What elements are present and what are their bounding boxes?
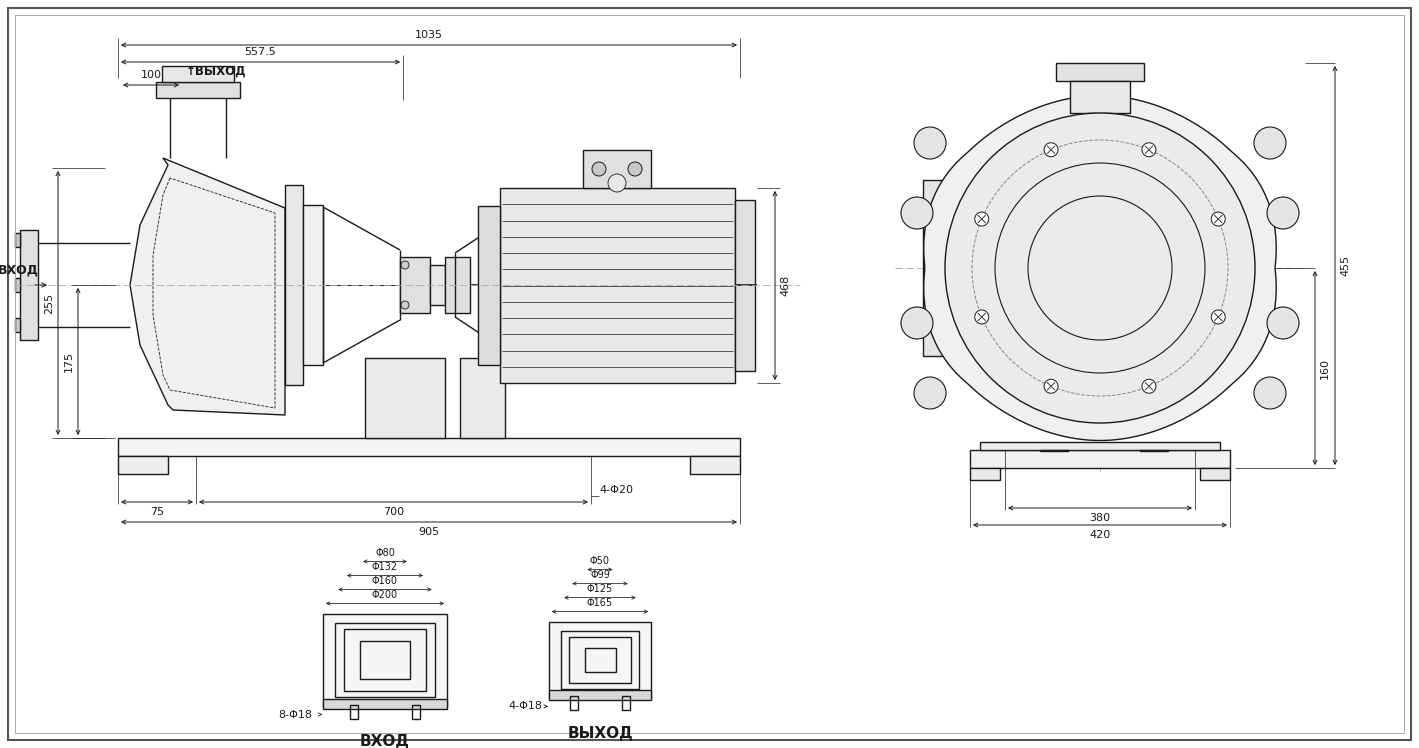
Text: Φ132: Φ132 — [372, 562, 399, 571]
Text: Φ80: Φ80 — [375, 548, 394, 557]
Text: ↑ВЫХОД: ↑ВЫХОД — [186, 65, 247, 78]
Bar — [735, 200, 755, 371]
Circle shape — [1142, 143, 1156, 157]
Bar — [400, 257, 430, 313]
Circle shape — [1212, 212, 1225, 226]
Bar — [446, 257, 470, 313]
Bar — [1056, 63, 1144, 81]
Circle shape — [1142, 379, 1156, 393]
Bar — [118, 438, 739, 456]
Bar — [1040, 450, 1069, 451]
Bar — [585, 649, 616, 672]
Bar — [690, 456, 739, 474]
Bar — [16, 318, 20, 332]
Text: Φ160: Φ160 — [372, 575, 397, 586]
Circle shape — [402, 261, 409, 269]
Bar — [922, 180, 975, 356]
Circle shape — [914, 127, 946, 159]
Text: 100: 100 — [140, 70, 162, 80]
Text: 255: 255 — [44, 292, 54, 313]
Bar — [549, 690, 651, 700]
Bar — [156, 82, 240, 98]
Text: 380: 380 — [1090, 513, 1111, 523]
Bar — [549, 622, 651, 699]
Bar — [16, 278, 20, 292]
Bar — [324, 699, 447, 708]
Bar — [335, 623, 434, 697]
Circle shape — [402, 301, 409, 309]
Text: 1035: 1035 — [414, 30, 443, 40]
Text: 455: 455 — [1340, 255, 1349, 276]
Circle shape — [592, 162, 606, 176]
Circle shape — [1267, 197, 1298, 229]
Circle shape — [1212, 310, 1225, 324]
Bar — [1070, 81, 1130, 113]
Circle shape — [975, 212, 989, 226]
Bar — [360, 641, 410, 678]
Circle shape — [629, 162, 641, 176]
Text: ВХОД: ВХОД — [360, 734, 410, 748]
Circle shape — [607, 174, 626, 192]
Bar — [118, 456, 167, 474]
Text: Φ99: Φ99 — [590, 570, 610, 580]
Text: 420: 420 — [1090, 530, 1111, 540]
Bar — [569, 637, 630, 683]
Text: Φ125: Φ125 — [587, 583, 613, 594]
Text: 4-Φ18: 4-Φ18 — [509, 702, 543, 711]
Circle shape — [1254, 127, 1286, 159]
Bar — [971, 450, 1230, 468]
Bar — [430, 265, 446, 305]
Circle shape — [1254, 377, 1286, 409]
Circle shape — [901, 197, 934, 229]
Text: 160: 160 — [1320, 358, 1330, 378]
Text: Φ200: Φ200 — [372, 589, 399, 599]
Text: 4-Φ20: 4-Φ20 — [599, 485, 633, 495]
Bar — [583, 150, 651, 188]
Text: 8-Φ18: 8-Φ18 — [278, 710, 312, 720]
Bar — [971, 468, 1000, 480]
Bar — [350, 705, 358, 719]
Circle shape — [945, 113, 1254, 423]
Bar — [562, 631, 639, 689]
Bar — [460, 358, 505, 438]
Bar — [365, 358, 446, 438]
Circle shape — [975, 310, 989, 324]
Bar — [343, 629, 426, 690]
Circle shape — [1267, 307, 1298, 339]
Circle shape — [1044, 379, 1059, 393]
Bar — [16, 233, 20, 247]
Circle shape — [1044, 143, 1059, 157]
Text: ВХОД: ВХОД — [0, 263, 38, 277]
Bar — [499, 188, 735, 383]
Text: 468: 468 — [780, 275, 790, 296]
Polygon shape — [924, 96, 1276, 441]
Bar — [1200, 468, 1230, 480]
Bar — [162, 66, 234, 82]
Bar — [570, 696, 579, 711]
Text: 700: 700 — [383, 507, 404, 517]
Bar — [412, 705, 420, 719]
Bar — [304, 205, 324, 365]
Circle shape — [901, 307, 934, 339]
Bar — [981, 442, 1220, 450]
Text: 175: 175 — [64, 351, 74, 372]
PathPatch shape — [131, 158, 285, 415]
Circle shape — [914, 377, 946, 409]
Text: ВЫХОД: ВЫХОД — [568, 726, 633, 741]
Text: 557.5: 557.5 — [244, 47, 277, 57]
Text: 905: 905 — [419, 527, 440, 537]
Bar — [285, 185, 304, 385]
Bar — [324, 613, 447, 707]
Text: Φ165: Φ165 — [587, 598, 613, 607]
Bar — [20, 230, 38, 340]
Bar — [1139, 450, 1168, 451]
Text: Φ50: Φ50 — [590, 556, 610, 565]
Bar — [622, 696, 630, 711]
Bar — [478, 206, 499, 365]
Text: 75: 75 — [150, 507, 165, 517]
